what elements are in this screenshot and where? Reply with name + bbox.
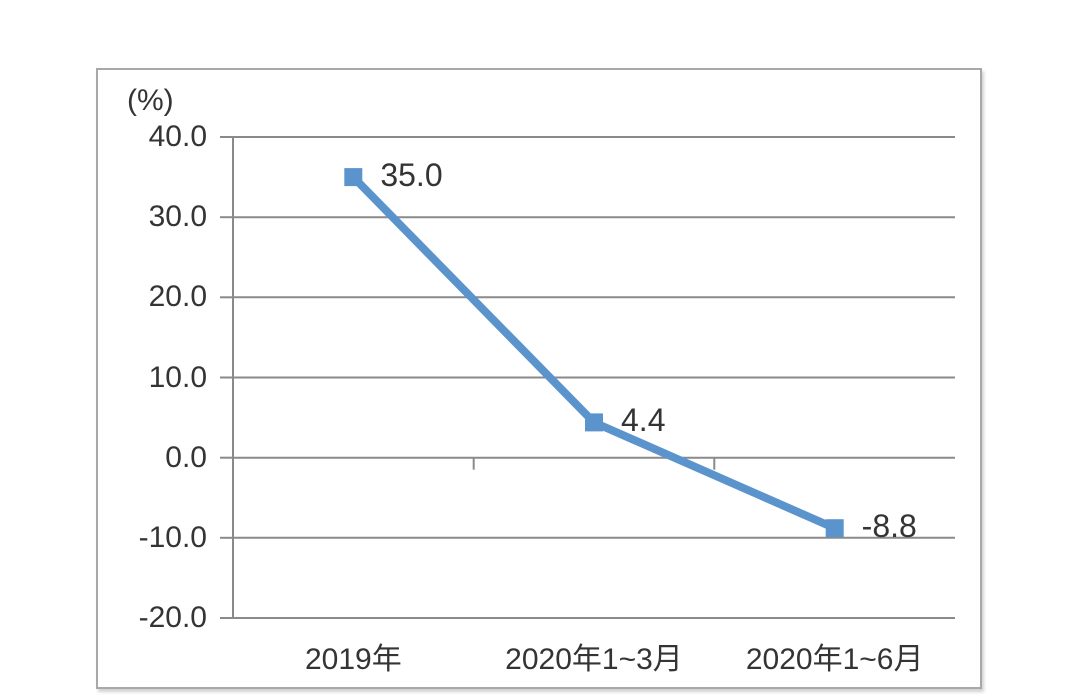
y-tick-label: 10.0 xyxy=(148,360,207,394)
data-label: -8.8 xyxy=(861,508,917,545)
y-tick-label: 30.0 xyxy=(148,200,207,234)
y-tick-label: -20.0 xyxy=(138,601,207,634)
x-category-label: 2019年 xyxy=(304,643,402,676)
x-category-label: 2020年1~3月 xyxy=(505,643,683,676)
data-point-marker xyxy=(344,168,363,187)
x-category-label: 2020年1~6月 xyxy=(745,643,924,676)
data-line xyxy=(350,174,837,532)
data-label: 35.0 xyxy=(380,157,443,194)
y-tick-label: 40.0 xyxy=(148,120,207,153)
y-tick-label: -10.0 xyxy=(138,520,207,554)
data-point-marker xyxy=(585,413,603,432)
y-tick-label: 0.0 xyxy=(165,440,207,474)
data-label: 4.4 xyxy=(621,402,666,439)
y-axis-unit-label: (%) xyxy=(127,84,174,117)
data-point-marker xyxy=(825,519,844,538)
y-tick-label: 20.0 xyxy=(148,280,207,314)
